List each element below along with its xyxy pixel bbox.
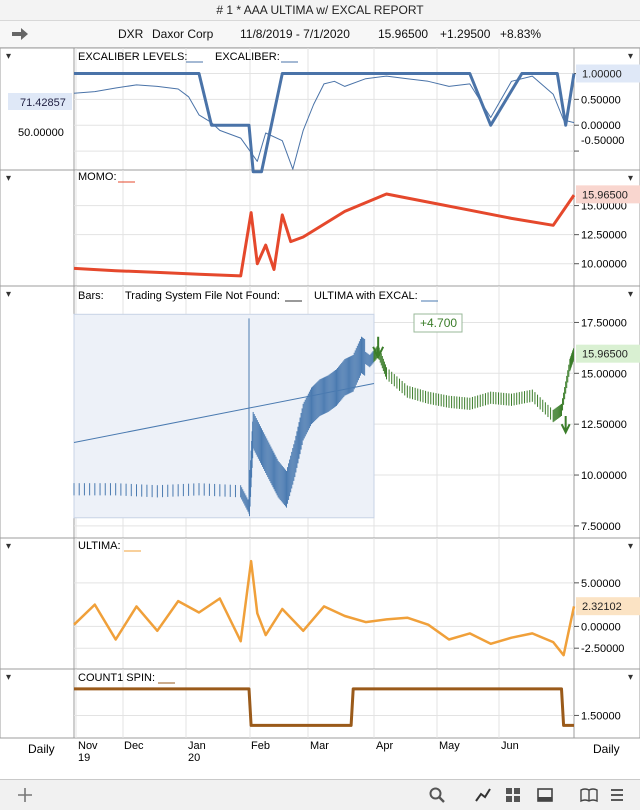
- month-may: May: [439, 740, 460, 752]
- window-titlebar: # 1 * AAA ULTIMA w/ EXCAL REPORT: [0, 0, 640, 21]
- excal-left-tag-bg: [8, 93, 72, 110]
- book-icon[interactable]: [580, 786, 598, 804]
- excal-value-tag: 1.00000: [582, 69, 622, 81]
- pane-count-frame: [0, 668, 640, 739]
- pane-momo-tick-label-2: 10.00000: [581, 259, 627, 271]
- month-nov: Nov: [78, 740, 98, 752]
- arrow-right-icon[interactable]: [10, 26, 30, 42]
- symbol-ticker: DXR: [118, 27, 144, 41]
- pane-ultima-frame: [0, 537, 640, 670]
- momo-line: [73, 192, 576, 278]
- pane-excal-tick-label-1: 0.50000: [581, 94, 621, 106]
- pane-ultima-tick-label-1: 0.00000: [581, 621, 621, 633]
- pane-price-tick-label-2: 12.50000: [581, 419, 627, 431]
- year-19: 19: [78, 752, 90, 764]
- month-dec: Dec: [124, 740, 144, 752]
- excal-left-tick: 50.00000: [18, 127, 64, 139]
- excal-line: [73, 75, 575, 170]
- month-feb: Feb: [251, 740, 270, 752]
- pane-excal-menu-icon: ▾: [628, 51, 633, 62]
- line-chart-icon[interactable]: [474, 786, 492, 804]
- price-change: +1.29500: [440, 27, 491, 41]
- pane-excal-collapse-icon: ▾: [6, 51, 11, 62]
- momo-label: MOMO:: [78, 171, 117, 183]
- pane-count-menu-icon: ▾: [628, 672, 633, 683]
- ultima-label: ULTIMA:: [78, 540, 121, 552]
- last-price: 15.96500: [378, 27, 429, 41]
- date-range: 11/8/2019 - 7/1/2020: [240, 27, 350, 41]
- pane-price-menu-icon: ▾: [628, 289, 633, 300]
- excal-levels-label: EXCALIBER LEVELS:: [78, 51, 187, 63]
- price-value-tag-bg: [576, 344, 640, 363]
- price-shaded-region: [73, 313, 375, 519]
- pane-momo-tick-label-0: 15.00000: [581, 201, 627, 213]
- bars-label: Bars:: [78, 290, 104, 302]
- pane-ultima-tick-label-0: 5.00000: [581, 578, 621, 590]
- pane-excal-frame: [0, 48, 640, 171]
- count-line: [74, 687, 574, 727]
- momo-value-tag: 15.96500: [582, 189, 628, 201]
- pane-price-tick-label-3: 10.00000: [581, 470, 627, 482]
- month-mar: Mar: [310, 740, 329, 752]
- year-20: 20: [188, 752, 200, 764]
- excal-label: EXCALIBER:: [215, 51, 280, 63]
- month-apr: Apr: [376, 740, 393, 752]
- pane-ultima-tick-label-2: -2.50000: [581, 643, 624, 655]
- pane-price-tick-label-4: 7.50000: [581, 521, 621, 533]
- annotation-box: [413, 313, 463, 333]
- excal-value-tag-bg: [576, 64, 640, 83]
- pane-ultima-collapse-icon: ▾: [6, 541, 11, 552]
- excal-tick-neg: -0.50000: [581, 135, 624, 147]
- window-title: # 1 * AAA ULTIMA w/ EXCAL REPORT: [216, 3, 424, 17]
- excal-levels-line: [74, 72, 576, 174]
- ultima-value-tag-bg: [576, 597, 640, 616]
- pane-price-collapse-icon: ▾: [6, 289, 11, 300]
- stock-chart[interactable]: ▾ ▾▾ ▾▾ ▾▾ ▾▾ ▾0.500000.000001.0000015.000001…: [0, 48, 640, 779]
- axis-right-label: Daily: [593, 742, 620, 756]
- bottom-toolbar: [0, 779, 640, 810]
- trading-system-label: Trading System File Not Found:: [125, 290, 280, 302]
- pane-momo-collapse-icon: ▾: [6, 173, 11, 184]
- price-value-tag: 15.96500: [582, 349, 628, 361]
- window-icon[interactable]: [536, 786, 554, 804]
- grid-icon[interactable]: [504, 786, 522, 804]
- percent-change: +8.83%: [500, 27, 542, 41]
- pane-ultima-menu-icon: ▾: [628, 541, 633, 552]
- pane-count-collapse-icon: ▾: [6, 672, 11, 683]
- ultima-line: [73, 559, 576, 657]
- search-icon[interactable]: [428, 786, 446, 804]
- pane-momo-tick-label-1: 12.50000: [581, 230, 627, 242]
- pane-excal-tick-label-2: 0.00000: [581, 120, 621, 132]
- pane-price-tick-label-0: 17.50000: [581, 317, 627, 329]
- pane-momo-menu-icon: ▾: [628, 173, 633, 184]
- momo-value-tag-bg: [576, 185, 640, 204]
- symbol-info-bar: DXR Daxor Corp 11/8/2019 - 7/1/2020 15.9…: [0, 21, 640, 48]
- annotation-text: +4.700: [420, 316, 457, 330]
- count-label: COUNT1 SPIN:: [78, 672, 155, 684]
- month-jun: Jun: [501, 740, 519, 752]
- axis-left-label: Daily: [28, 742, 55, 756]
- pane-price-tick-label-1: 15.00000: [581, 368, 627, 380]
- ultima-value-tag: 2.32102: [582, 601, 622, 613]
- pane-count-tick-label-0: 1.50000: [581, 710, 621, 722]
- company-name: Daxor Corp: [152, 27, 214, 41]
- list-icon[interactable]: [608, 786, 626, 804]
- month-jan: Jan: [188, 740, 206, 752]
- excal-left-value: 71.42857: [20, 97, 66, 109]
- ultima-excal-label: ULTIMA with EXCAL:: [314, 290, 418, 302]
- sell-arrow-icon: [372, 336, 385, 360]
- exit-arrow-icon: [560, 416, 571, 435]
- plus-icon[interactable]: [16, 786, 34, 804]
